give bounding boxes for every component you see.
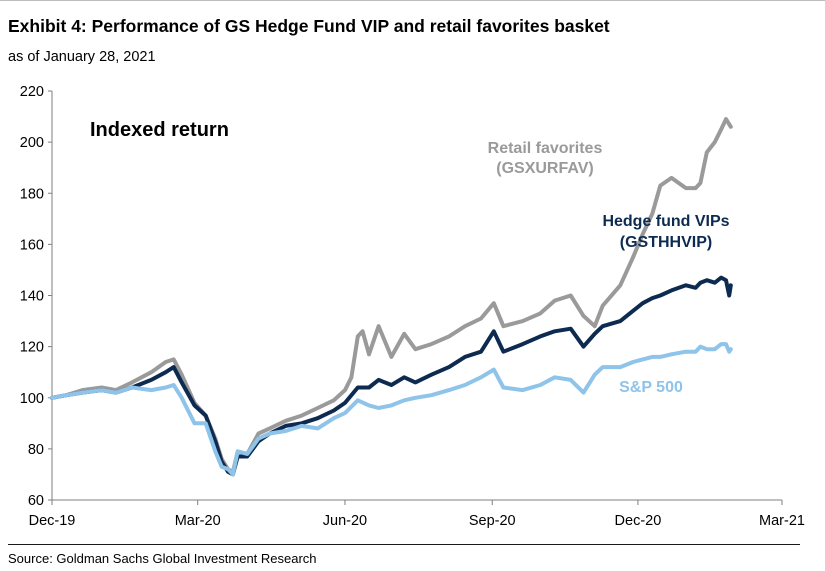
series-label: S&P 500	[619, 379, 683, 396]
x-tick-label: Dec-20	[615, 513, 662, 529]
source-note: Source: Goldman Sachs Global Investment …	[8, 551, 317, 566]
x-tick-label: Mar-21	[759, 513, 805, 529]
y-tick-label: 100	[20, 391, 44, 407]
series-line	[50, 275, 733, 477]
x-tick-label: Jun-20	[323, 513, 367, 529]
y-tick-label: 160	[20, 237, 44, 253]
y-tick-label: 200	[20, 135, 44, 151]
y-tick-label: 120	[20, 340, 44, 356]
series-line	[50, 117, 733, 474]
x-tick-label: Dec-19	[29, 513, 76, 529]
y-tick-label: 140	[20, 289, 44, 305]
chart-title: Exhibit 4: Performance of GS Hedge Fund …	[8, 16, 610, 36]
panel-label: Indexed return	[90, 119, 229, 141]
series-label: (GSTHHVIP)	[620, 234, 712, 251]
y-tick-label: 60	[28, 493, 44, 509]
footer-rule	[8, 544, 800, 545]
series-label: Hedge fund VIPs	[602, 213, 729, 230]
series-label: (GSXURFAV)	[496, 160, 593, 177]
x-tick-label: Sep-20	[469, 513, 516, 529]
series-label: Retail favorites	[488, 140, 603, 157]
x-tick-label: Mar-20	[175, 513, 221, 529]
series-line	[50, 342, 733, 477]
y-tick-label: 180	[20, 186, 44, 202]
chart-subtitle: as of January 28, 2021	[8, 49, 156, 65]
top-rule	[0, 0, 825, 1]
y-tick-label: 220	[20, 84, 44, 100]
y-tick-label: 80	[28, 442, 44, 458]
